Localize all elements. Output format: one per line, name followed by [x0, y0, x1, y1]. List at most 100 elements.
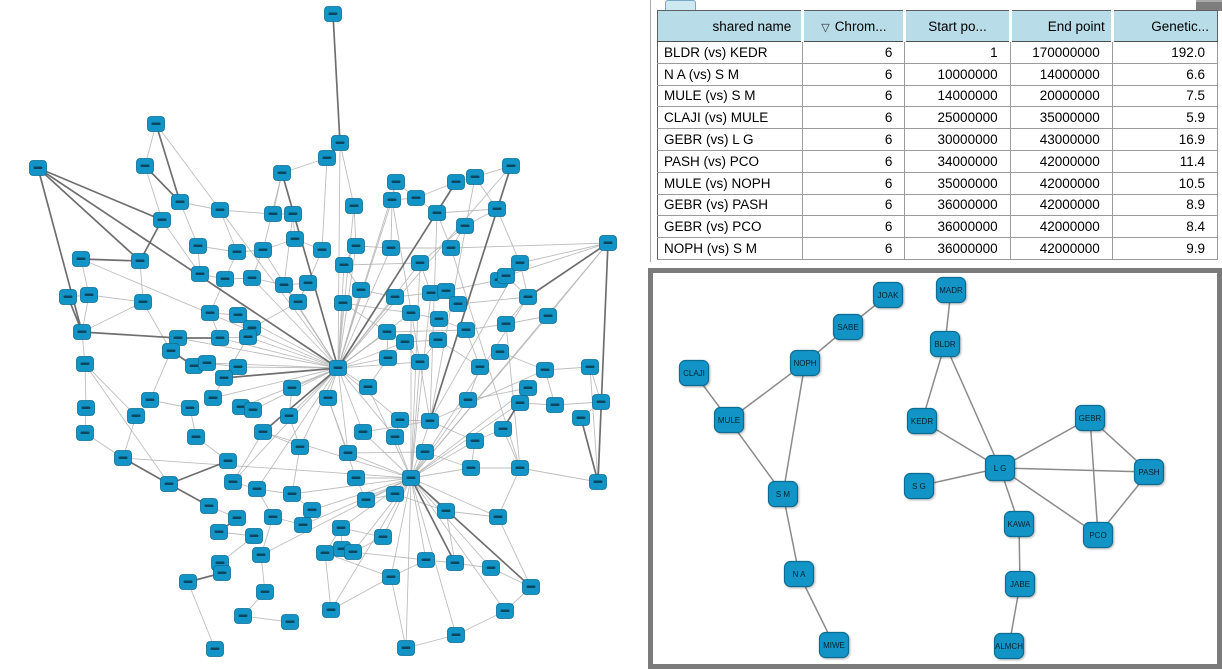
- network-node[interactable]: [491, 344, 509, 360]
- network-node[interactable]: [280, 408, 298, 424]
- network-node[interactable]: [447, 174, 465, 190]
- network-node[interactable]: [335, 257, 353, 273]
- network-node[interactable]: [456, 218, 474, 234]
- network-node[interactable]: [243, 270, 261, 286]
- network-node[interactable]: [422, 285, 440, 301]
- network-node[interactable]: [189, 238, 207, 254]
- network-node[interactable]: [379, 350, 397, 366]
- network-node[interactable]: [228, 510, 246, 526]
- network-node[interactable]: [494, 421, 512, 437]
- network-node[interactable]: [386, 429, 404, 445]
- detail-network-canvas[interactable]: JOAK MADR SABE BLDR NOPH CLAJI KEDR GEBR MULE L G…: [653, 273, 1217, 664]
- network-node[interactable]: [329, 360, 347, 376]
- network-node[interactable]: [347, 238, 365, 254]
- table-cell[interactable]: GEBR (vs) PCO: [657, 215, 804, 239]
- network-node[interactable]: [417, 552, 435, 568]
- column-header-end-point[interactable]: End point: [1010, 10, 1114, 42]
- network-node[interactable]: [213, 565, 231, 581]
- table-cell[interactable]: 42000000: [1010, 237, 1113, 260]
- network-node[interactable]: [428, 205, 446, 221]
- table-cell[interactable]: 6: [802, 194, 906, 217]
- network-node[interactable]: [273, 165, 291, 181]
- network-node[interactable]: [382, 240, 400, 256]
- network-node[interactable]: [386, 289, 404, 305]
- network-node[interactable]: [171, 194, 189, 210]
- network-node[interactable]: [489, 509, 507, 525]
- network-node[interactable]: [228, 244, 246, 260]
- network-node[interactable]: [198, 355, 216, 371]
- network-node[interactable]: [244, 402, 262, 418]
- network-node[interactable]: [357, 492, 375, 508]
- network-node[interactable]: [239, 329, 257, 345]
- network-node[interactable]: [421, 413, 439, 429]
- network-node[interactable]: [206, 641, 224, 657]
- network-node[interactable]: [303, 502, 321, 518]
- network-node[interactable]: [511, 395, 529, 411]
- table-cell[interactable]: 6.6: [1112, 63, 1219, 86]
- network-node[interactable]: [599, 235, 617, 251]
- network-node[interactable]: [396, 334, 414, 350]
- table-cell[interactable]: 170000000: [1010, 41, 1113, 64]
- network-node[interactable]: [299, 275, 317, 291]
- table-cell[interactable]: 42000000: [1010, 172, 1113, 195]
- table-cell[interactable]: 1: [904, 41, 1011, 64]
- network-node[interactable]: [254, 242, 272, 258]
- column-header-chrom[interactable]: ▽ Chrom...: [802, 10, 907, 42]
- table-row[interactable]: NOPH (vs) S M 6 36000000 42000000 9.9: [657, 237, 1219, 260]
- network-node[interactable]: [437, 503, 455, 519]
- network-node[interactable]: [442, 240, 460, 256]
- network-node[interactable]: [204, 390, 222, 406]
- table-row[interactable]: BLDR (vs) KEDR 6 1 170000000 192.0: [657, 41, 1219, 64]
- panel-splitter[interactable]: [650, 0, 651, 262]
- network-node[interactable]: [411, 354, 429, 370]
- table-cell[interactable]: 36000000: [904, 215, 1011, 239]
- table-row[interactable]: PASH (vs) PCO 6 34000000 42000000 11.4: [657, 150, 1219, 173]
- network-node[interactable]: [211, 330, 229, 346]
- network-node[interactable]: [449, 296, 467, 312]
- network-node[interactable]: [76, 425, 94, 441]
- network-node[interactable]: [471, 359, 489, 375]
- table-cell[interactable]: 14000000: [904, 85, 1011, 108]
- network-node[interactable]: [546, 397, 564, 413]
- network-node[interactable]: [332, 520, 350, 536]
- table-cell[interactable]: 8.9: [1112, 194, 1219, 217]
- network-node[interactable]: [77, 400, 95, 416]
- network-node[interactable]: [511, 255, 529, 271]
- network-node-pash[interactable]: PASH: [1133, 458, 1165, 486]
- network-node[interactable]: [437, 283, 455, 299]
- network-node-kedr[interactable]: KEDR: [906, 407, 938, 435]
- network-node[interactable]: [352, 282, 370, 298]
- network-node-mule[interactable]: MULE: [713, 406, 745, 434]
- network-node-sabe[interactable]: SABE: [832, 313, 864, 341]
- network-node[interactable]: [354, 424, 372, 440]
- network-node[interactable]: [179, 574, 197, 590]
- table-row[interactable]: GEBR (vs) PCO 6 36000000 42000000 8.4: [657, 215, 1219, 239]
- table-cell[interactable]: 6: [802, 41, 906, 64]
- network-node-s-g[interactable]: S G: [903, 472, 935, 500]
- overview-network-canvas[interactable]: [0, 0, 648, 669]
- table-cell[interactable]: 30000000: [904, 128, 1011, 151]
- network-node[interactable]: [519, 380, 537, 396]
- network-node[interactable]: [581, 359, 599, 375]
- network-node-bldr[interactable]: BLDR: [929, 330, 961, 358]
- table-cell[interactable]: 14000000: [1010, 63, 1113, 86]
- network-node[interactable]: [457, 322, 475, 338]
- network-node[interactable]: [281, 614, 299, 630]
- network-node[interactable]: [313, 242, 331, 258]
- network-node[interactable]: [181, 400, 199, 416]
- network-node[interactable]: [127, 408, 145, 424]
- network-node[interactable]: [497, 268, 515, 284]
- network-node[interactable]: [211, 202, 229, 218]
- network-node[interactable]: [187, 429, 205, 445]
- network-node[interactable]: [114, 450, 132, 466]
- network-node-noph[interactable]: NOPH: [789, 349, 821, 377]
- network-node[interactable]: [496, 603, 514, 619]
- network-node-kawa[interactable]: KAWA: [1003, 510, 1035, 538]
- network-node[interactable]: [248, 481, 266, 497]
- network-node[interactable]: [466, 433, 484, 449]
- network-node[interactable]: [344, 544, 362, 560]
- table-row[interactable]: CLAJI (vs) MULE 6 25000000 35000000 5.9: [657, 106, 1219, 130]
- table-cell[interactable]: 11.4: [1112, 150, 1219, 173]
- network-node-claji[interactable]: CLAJI: [678, 359, 710, 387]
- network-node[interactable]: [275, 277, 293, 293]
